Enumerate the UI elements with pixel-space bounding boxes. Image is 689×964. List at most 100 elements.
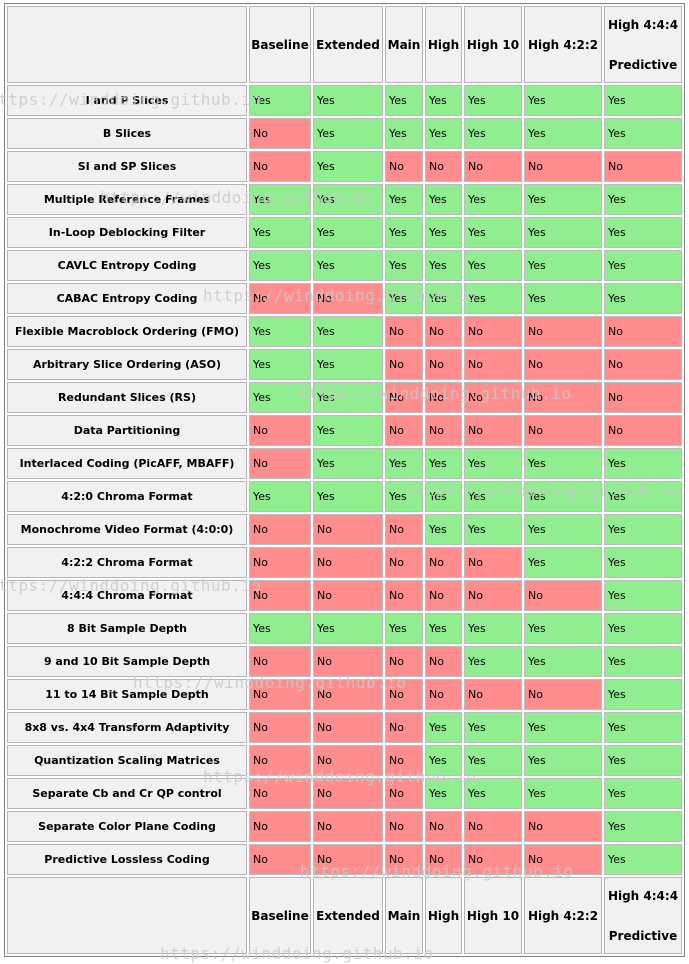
no-cell: No [313, 745, 383, 776]
yes-cell: Yes [524, 448, 602, 479]
footer-row-cell-5: High 4:2:2 [524, 877, 602, 954]
column-header-label: High [427, 908, 460, 923]
footer-row: Baseline Extended Main High High 10 High 4:2:… [7, 877, 682, 954]
feature-label: B Slices [7, 118, 247, 149]
yes-cell: Yes [604, 547, 682, 578]
feature-label: CAVLC Entropy Coding [7, 250, 247, 281]
column-header-label: High 4:2:2 [527, 37, 599, 52]
no-cell: No [385, 316, 423, 347]
column-header-label: Predictive [608, 57, 678, 72]
no-cell: No [249, 283, 311, 314]
yes-cell: Yes [385, 283, 423, 314]
table-row: 4:2:0 Chroma Format Yes Yes Yes Yes Yes Yes Yes [7, 481, 682, 512]
no-cell: No [464, 316, 522, 347]
table-row: 11 to 14 Bit Sample Depth No No No No No No Yes [7, 679, 682, 710]
no-cell: No [425, 547, 462, 578]
no-cell: No [385, 712, 423, 743]
no-cell: No [385, 679, 423, 710]
feature-label: 8x8 vs. 4x4 Transform Adaptivity [7, 712, 247, 743]
yes-cell: Yes [313, 217, 383, 248]
yes-cell: Yes [464, 712, 522, 743]
yes-cell: Yes [604, 184, 682, 215]
yes-cell: Yes [464, 184, 522, 215]
yes-cell: Yes [385, 613, 423, 644]
no-cell: No [313, 679, 383, 710]
no-cell: No [464, 151, 522, 182]
yes-cell: Yes [604, 85, 682, 116]
yes-cell: Yes [249, 481, 311, 512]
no-cell: No [385, 580, 423, 611]
yes-cell: Yes [425, 514, 462, 545]
yes-cell: Yes [604, 514, 682, 545]
yes-cell: Yes [425, 250, 462, 281]
yes-cell: Yes [313, 613, 383, 644]
no-cell: No [524, 580, 602, 611]
header-row-cell-1: Extended [313, 6, 383, 83]
table-row: 4:4:4 Chroma Format No No No No No No Yes [7, 580, 682, 611]
yes-cell: Yes [313, 118, 383, 149]
yes-cell: Yes [524, 712, 602, 743]
feature-label: SI and SP Slices [7, 151, 247, 182]
table-row: Flexible Macroblock Ordering (FMO) Yes Yes… [7, 316, 682, 347]
feature-label: Predictive Lossless Coding [7, 844, 247, 875]
yes-cell: Yes [425, 613, 462, 644]
no-cell: No [524, 382, 602, 413]
no-cell: No [385, 778, 423, 809]
feature-label: Quantization Scaling Matrices [7, 745, 247, 776]
yes-cell: Yes [249, 85, 311, 116]
no-cell: No [385, 811, 423, 842]
yes-cell: Yes [524, 250, 602, 281]
no-cell: No [425, 316, 462, 347]
no-cell: No [385, 745, 423, 776]
yes-cell: Yes [604, 712, 682, 743]
no-cell: No [313, 712, 383, 743]
yes-cell: Yes [464, 646, 522, 677]
table-row: Quantization Scaling Matrices No No No Yes Ye… [7, 745, 682, 776]
yes-cell: Yes [604, 580, 682, 611]
yes-cell: Yes [524, 778, 602, 809]
table-row: Data Partitioning No Yes No No No No No [7, 415, 682, 446]
feature-label: Interlaced Coding (PicAFF, MBAFF) [7, 448, 247, 479]
header-row-corner-cell [7, 6, 247, 83]
no-cell: No [313, 844, 383, 875]
header-row: Baseline Extended Main High High 10 High 4:2:… [7, 6, 682, 83]
column-header-label: Baseline [251, 908, 309, 923]
yes-cell: Yes [524, 217, 602, 248]
yes-cell: Yes [425, 184, 462, 215]
table-row: Multiple Reference Frames Yes Yes Yes Yes Yes… [7, 184, 682, 215]
column-header-label: High 10 [466, 908, 520, 923]
yes-cell: Yes [385, 184, 423, 215]
feature-label: Data Partitioning [7, 415, 247, 446]
yes-cell: Yes [464, 613, 522, 644]
no-cell: No [249, 679, 311, 710]
yes-cell: Yes [385, 481, 423, 512]
yes-cell: Yes [464, 250, 522, 281]
yes-cell: Yes [425, 217, 462, 248]
no-cell: No [249, 547, 311, 578]
yes-cell: Yes [604, 118, 682, 149]
h264-profile-feature-table: Baseline Extended Main High High 10 High 4:2:… [4, 3, 685, 957]
yes-cell: Yes [385, 217, 423, 248]
table-row: B Slices No Yes Yes Yes Yes Yes Yes [7, 118, 682, 149]
no-cell: No [464, 679, 522, 710]
no-cell: No [524, 811, 602, 842]
table-row: Arbitrary Slice Ordering (ASO) Yes Yes No No… [7, 349, 682, 380]
no-cell: No [385, 547, 423, 578]
yes-cell: Yes [249, 184, 311, 215]
table-row: 9 and 10 Bit Sample Depth No No No No Yes Yes Y… [7, 646, 682, 677]
no-cell: No [425, 646, 462, 677]
yes-cell: Yes [524, 745, 602, 776]
header-row-cell-3: High [425, 6, 462, 83]
yes-cell: Yes [524, 118, 602, 149]
yes-cell: Yes [464, 481, 522, 512]
no-cell: No [425, 151, 462, 182]
column-header-label: High 10 [466, 37, 520, 52]
yes-cell: Yes [464, 118, 522, 149]
no-cell: No [249, 415, 311, 446]
no-cell: No [425, 349, 462, 380]
yes-cell: Yes [249, 316, 311, 347]
column-header-label: High 4:4:4 [607, 888, 679, 903]
feature-label: 9 and 10 Bit Sample Depth [7, 646, 247, 677]
yes-cell: Yes [604, 481, 682, 512]
yes-cell: Yes [425, 448, 462, 479]
